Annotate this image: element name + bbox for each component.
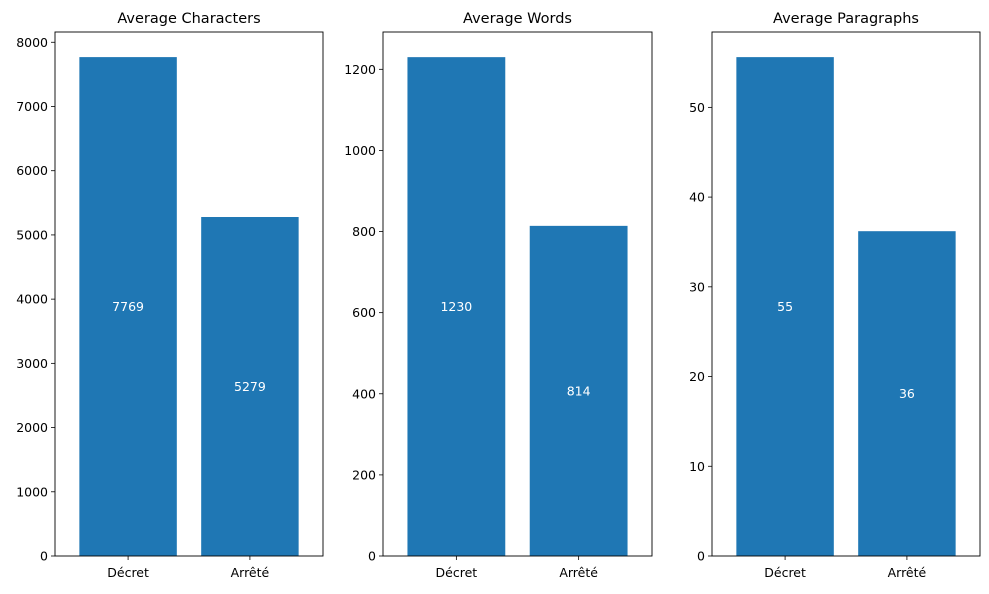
chart-title: Average Paragraphs	[773, 11, 919, 27]
y-tick-label: 6000	[16, 163, 48, 178]
y-tick-label: 2000	[16, 420, 48, 435]
bar-value-label: 7769	[112, 299, 144, 314]
y-tick-label: 30	[689, 279, 705, 294]
bar-décret	[407, 57, 506, 557]
bar-arrêté	[529, 225, 628, 556]
y-tick-label: 4000	[16, 292, 48, 307]
y-tick-label: 8000	[16, 35, 48, 50]
chart-panel-1: Average Characters 7769 Décret 5279 Arrêté 0 1…	[16, 11, 324, 580]
y-tick-label: 50	[689, 100, 705, 115]
bar-value-label: 55	[777, 299, 793, 314]
y-tick-label: 1000	[344, 143, 376, 158]
y-tick-label: 0	[697, 549, 705, 564]
bar-value-label: 814	[567, 383, 591, 398]
y-tick-label: 1200	[344, 62, 376, 77]
y-tick-label: 600	[352, 305, 376, 320]
chart-title: Average Characters	[117, 11, 260, 27]
bar-value-label: 36	[899, 386, 915, 401]
x-tick-label: Décret	[107, 565, 149, 580]
chart-title: Average Words	[463, 11, 572, 27]
axes-frame	[382, 31, 653, 557]
y-tick-label: 1000	[16, 484, 48, 499]
y-tick-label: 0	[368, 549, 376, 564]
y-tick-label: 40	[689, 190, 705, 205]
x-tick-label: Décret	[764, 565, 806, 580]
y-tick-label: 800	[352, 224, 376, 239]
x-tick-label: Arrêté	[559, 565, 598, 580]
y-tick-label: 5000	[16, 227, 48, 242]
y-tick-label: 200	[352, 467, 376, 482]
bar-décret	[736, 57, 834, 556]
y-tick-label: 3000	[16, 356, 48, 371]
y-tick-label: 10	[689, 459, 705, 474]
chart-panel-3: Average Paragraphs 55 Décret 36 Arrêté 0 10 20 3…	[689, 11, 981, 580]
bar-value-label: 5279	[234, 379, 266, 394]
x-tick-label: Arrêté	[231, 565, 270, 580]
axes-frame	[54, 31, 324, 557]
x-tick-label: Décret	[436, 565, 478, 580]
y-tick-label: 0	[40, 549, 48, 564]
bar-arrêté	[858, 231, 956, 557]
x-tick-label: Arrêté	[888, 565, 927, 580]
bar-value-label: 1230	[440, 299, 472, 314]
y-tick-label: 20	[689, 369, 705, 384]
bar-arrêté	[201, 217, 299, 557]
y-tick-label: 7000	[16, 99, 48, 114]
chart-panel-2: Average Words 1230 Décret 814 Arrêté 0 200 400 6…	[344, 11, 653, 580]
bar-décret	[79, 57, 177, 556]
y-tick-label: 400	[352, 386, 376, 401]
axes-frame	[711, 31, 981, 557]
